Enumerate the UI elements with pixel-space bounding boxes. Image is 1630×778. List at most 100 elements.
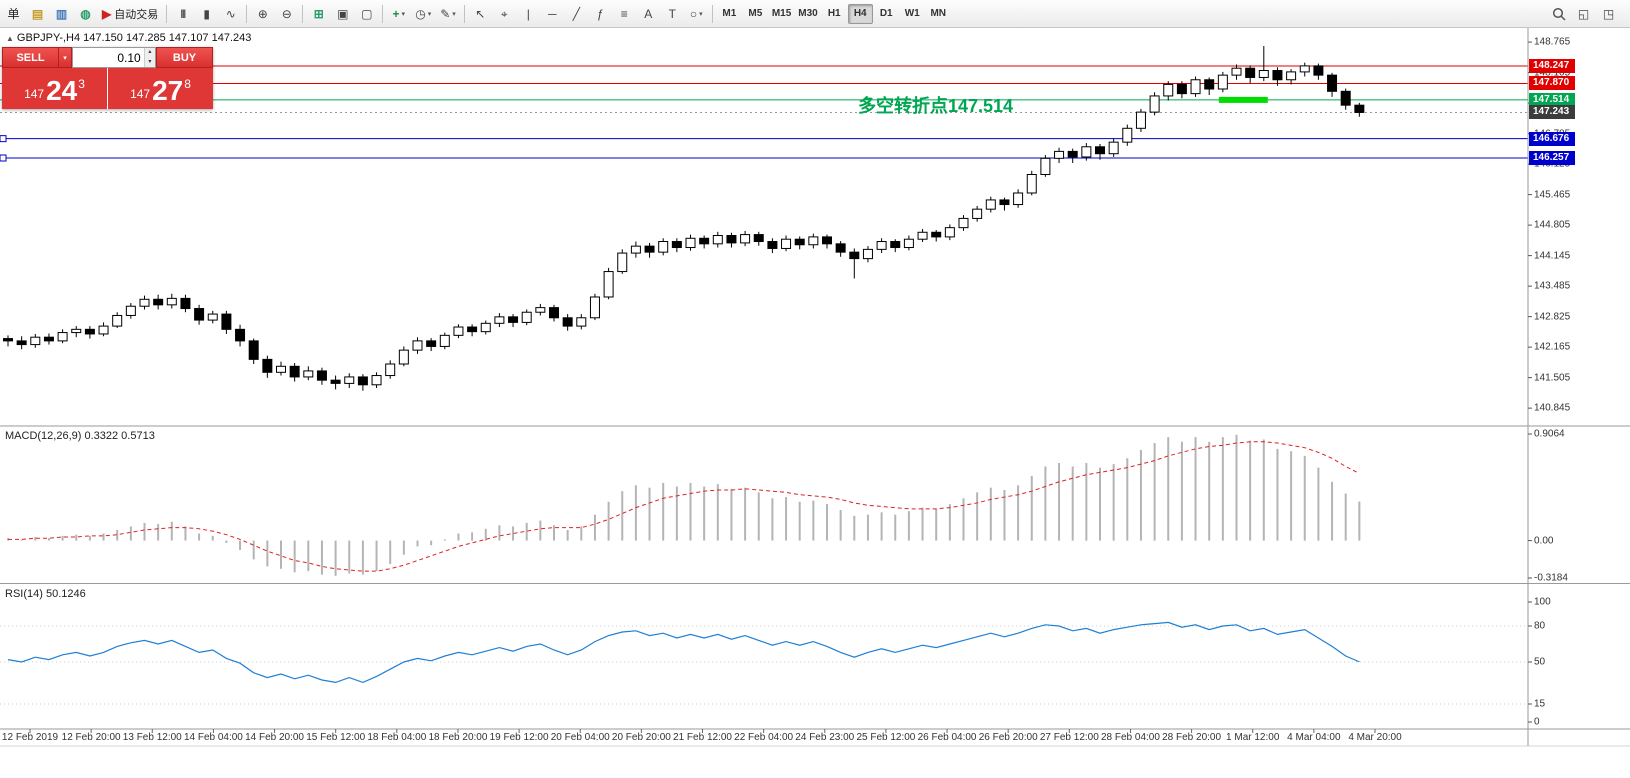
symbol-marker-icon: ▲	[6, 34, 14, 43]
new-chart-icon[interactable]: ▤	[26, 3, 49, 25]
symbol-info: ▲ GBPJPY-,H4 147.150 147.285 147.107 147.…	[6, 32, 251, 44]
date-tick-label: 18 Feb 04:00	[367, 732, 427, 743]
axis-tick-label: 148.765	[1534, 36, 1571, 48]
axis-tick-label: 0.9064	[1534, 428, 1565, 440]
bar-chart-icon[interactable]: |||	[171, 3, 194, 25]
data-window-icon[interactable]: ◱	[1572, 3, 1595, 25]
text-icon[interactable]: A	[637, 3, 660, 25]
buy-price-prefix: 147	[130, 87, 151, 101]
date-tick-label: 13 Feb 12:00	[122, 732, 182, 743]
channel-icon[interactable]: ≡	[613, 3, 636, 25]
shapes-icon[interactable]: ○ ▾	[685, 3, 708, 25]
fibonacci-icon[interactable]: ƒ	[589, 3, 612, 25]
toolbar-groups: 单 ▤ ▥ ◍ ▶ 自动交易 ||| ▮ ∿ ⊕ ⊖ ⊞ ▣ ▢ + ▾ ◷ ▾ ✎ ▾ ↖ ⌖ | ─ ╱ ƒ ≡ A T ○ ▾	[2, 3, 708, 25]
sell-price-point: 3	[78, 77, 85, 91]
timeframe-h1[interactable]: H1	[822, 4, 847, 24]
sell-price-pips: 24	[46, 75, 78, 106]
date-tick-label: 24 Feb 23:00	[795, 732, 855, 743]
rsi-indicator-label: RSI(14) 50.1246	[5, 588, 86, 600]
date-tick-label: 4 Mar 04:00	[1287, 732, 1341, 743]
new-order-button[interactable]: 单	[2, 3, 25, 25]
zoom-out-icon[interactable]: ⊖	[275, 3, 298, 25]
timeframe-h4[interactable]: H4	[847, 3, 873, 24]
search-icon[interactable]	[1547, 3, 1570, 25]
toolbar-separator	[711, 4, 713, 23]
timeframe-w1[interactable]: W1	[900, 4, 925, 24]
profiles-icon[interactable]: ▥	[50, 3, 73, 25]
date-tick-label: 28 Feb 20:00	[1162, 732, 1222, 743]
timeframe-m30[interactable]: M30	[795, 4, 820, 24]
toolbar-separator	[382, 4, 384, 23]
indicators-icon[interactable]: + ▾	[387, 3, 410, 25]
date-tick-label: 12 Feb 2019	[1, 732, 59, 743]
price-level-badge: 147.514	[1529, 92, 1575, 107]
new-window-icon[interactable]: ◳	[1597, 3, 1620, 25]
horizontal-line-icon[interactable]: ─	[541, 3, 564, 25]
trendline-icon[interactable]: ╱	[565, 3, 588, 25]
axis-tick-label: 144.805	[1534, 219, 1571, 231]
date-tick-label: 20 Feb 04:00	[550, 732, 610, 743]
date-tick-label: 27 Feb 12:00	[1039, 732, 1099, 743]
toolbar-separator	[166, 4, 168, 23]
arrange-windows-icon[interactable]: ▢	[355, 3, 378, 25]
axis-tick-label: 143.485	[1534, 280, 1571, 292]
axis-tick-label: 0	[1534, 716, 1540, 728]
sell-price[interactable]: 147 24 3	[2, 68, 107, 109]
cursor-icon[interactable]: ↖	[469, 3, 492, 25]
candlestick-chart-icon[interactable]: ▮	[195, 3, 218, 25]
market-watch-icon[interactable]: ◍	[74, 3, 97, 25]
tile-windows-icon[interactable]: ⊞	[307, 3, 330, 25]
date-tick-label: 26 Feb 04:00	[917, 732, 977, 743]
price-level-badge: 146.676	[1529, 131, 1575, 146]
timeframe-m15[interactable]: M15	[769, 4, 794, 24]
date-tick-label: 28 Feb 04:00	[1100, 732, 1160, 743]
trade-options-dropdown[interactable]: ▾	[59, 47, 72, 68]
price-divider	[107, 68, 108, 109]
axis-tick-label: 100	[1534, 596, 1551, 608]
toolbar-right: ◱ ◳	[1547, 3, 1628, 25]
crosshair-icon[interactable]: ⌖	[493, 3, 516, 25]
lot-increase-icon[interactable]: ▴	[144, 48, 155, 58]
templates-icon[interactable]: ✎ ▾	[436, 3, 460, 25]
toolbar: 单 ▤ ▥ ◍ ▶ 自动交易 ||| ▮ ∿ ⊕ ⊖ ⊞ ▣ ▢ + ▾ ◷ ▾ ✎ ▾ ↖ ⌖ | ─ ╱ ƒ ≡ A T ○ ▾ M1 M…	[0, 0, 1630, 28]
cascade-windows-icon[interactable]: ▣	[331, 3, 354, 25]
timeframe-m5[interactable]: M5	[743, 4, 768, 24]
timeframe-mn[interactable]: MN	[926, 4, 951, 24]
buy-price[interactable]: 147 27 8	[108, 68, 213, 109]
buy-price-pips: 27	[152, 75, 184, 106]
axis-tick-label: 141.505	[1534, 372, 1571, 384]
axis-tick-label: 0.00	[1534, 535, 1554, 547]
autotrade-button[interactable]: ▶ 自动交易	[98, 3, 162, 25]
lot-size-input[interactable]	[73, 48, 144, 67]
date-tick-label: 26 Feb 20:00	[978, 732, 1038, 743]
periods-icon[interactable]: ◷ ▾	[411, 3, 435, 25]
date-tick-label: 25 Feb 12:00	[856, 732, 916, 743]
date-tick-label: 22 Feb 04:00	[734, 732, 794, 743]
axis-tick-label: 142.165	[1534, 341, 1571, 353]
date-tick-label: 14 Feb 04:00	[183, 732, 243, 743]
line-chart-icon[interactable]: ∿	[219, 3, 242, 25]
buy-button[interactable]: BUY	[156, 47, 213, 68]
timeframe-m1[interactable]: M1	[717, 4, 742, 24]
timeframe-d1[interactable]: D1	[874, 4, 899, 24]
pivot-annotation: 多空转折点147.514	[858, 96, 1014, 116]
price-level-badge: 146.257	[1529, 151, 1575, 165]
date-tick-label: 12 Feb 20:00	[61, 732, 121, 743]
date-tick-label: 20 Feb 20:00	[611, 732, 671, 743]
text-label-icon[interactable]: T	[661, 3, 684, 25]
lot-size-stepper: ▴ ▾	[143, 48, 155, 67]
axis-tick-label: 145.465	[1534, 189, 1571, 201]
lot-decrease-icon[interactable]: ▾	[144, 57, 155, 67]
date-tick-label: 18 Feb 20:00	[428, 732, 488, 743]
sell-button[interactable]: SELL	[2, 47, 59, 68]
axis-tick-label: 15	[1534, 698, 1546, 710]
axis-tick-label: 50	[1534, 656, 1546, 668]
date-tick-label: 4 Mar 20:00	[1348, 732, 1402, 743]
vertical-line-icon[interactable]: |	[517, 3, 540, 25]
zoom-in-icon[interactable]: ⊕	[251, 3, 274, 25]
one-click-trading-panel: SELL ▾ ▴ ▾ BUY 147 24 3 147 27 8	[2, 47, 213, 109]
axis-tick-label: 142.825	[1534, 311, 1571, 323]
buy-price-point: 8	[184, 77, 191, 91]
